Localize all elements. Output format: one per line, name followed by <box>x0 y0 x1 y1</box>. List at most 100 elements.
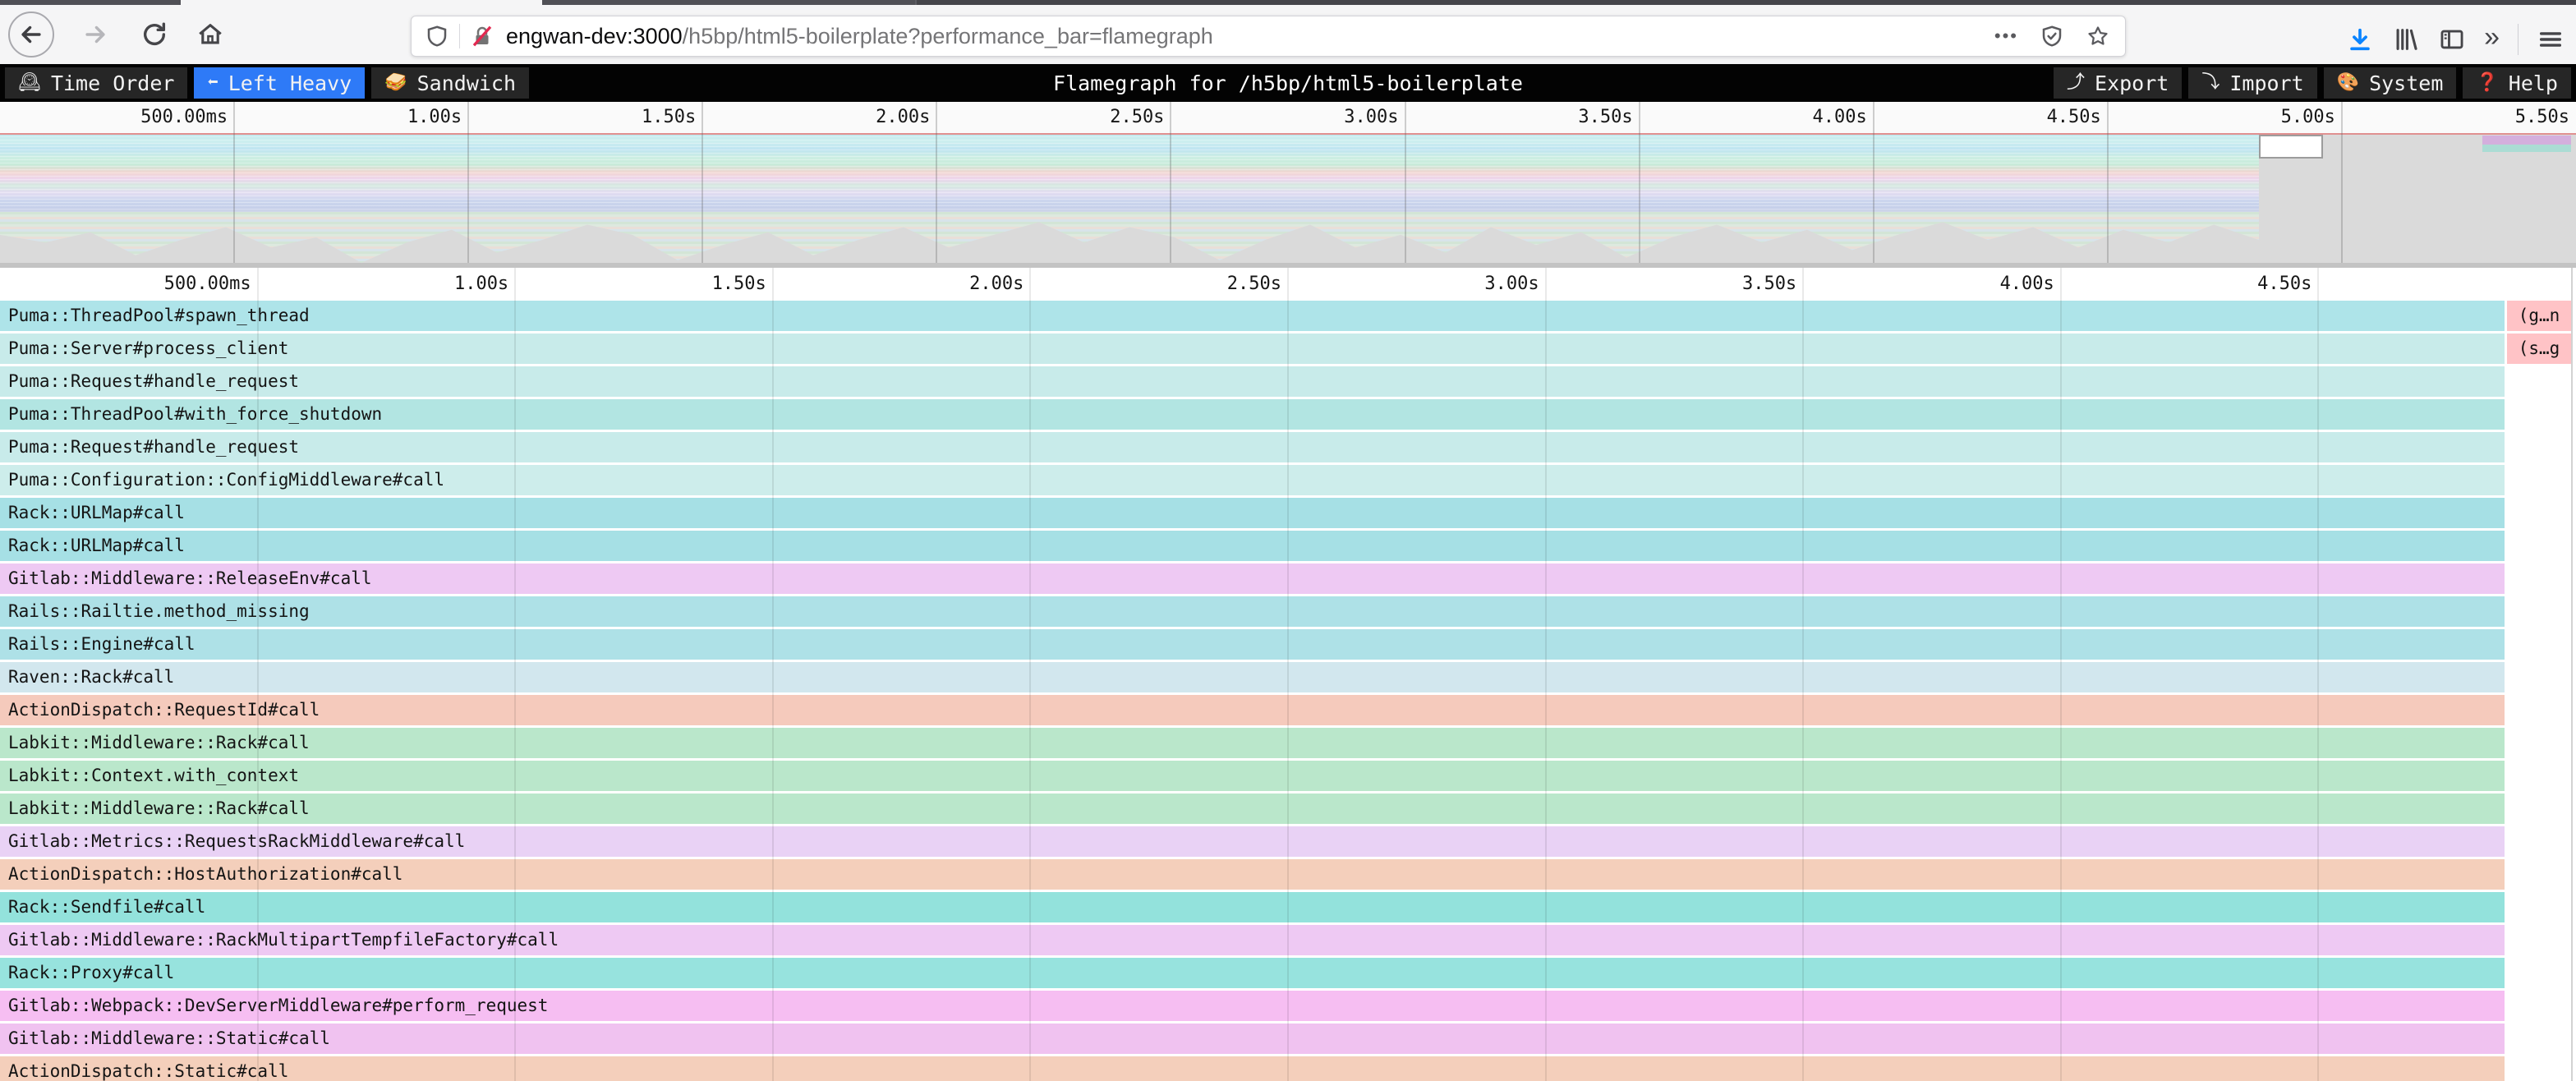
tab-strip-right <box>915 0 2576 5</box>
flame-frame[interactable]: Gitlab::Webpack::DevServerMiddleware#per… <box>0 991 2505 1021</box>
minimap-divider <box>0 263 2576 268</box>
forward-button[interactable] <box>72 12 118 58</box>
action-button-label: Help <box>2508 71 2558 95</box>
flame-frame[interactable]: Labkit::Middleware::Rack#call <box>0 728 2505 758</box>
flame-frame[interactable]: Puma::ThreadPool#spawn_thread <box>0 301 2505 331</box>
minimap-viewport[interactable] <box>2259 135 2323 159</box>
action-button-label: Export <box>2095 71 2169 95</box>
flame-frame[interactable]: Gitlab::Middleware::Static#call <box>0 1024 2505 1054</box>
scrollbar-track[interactable] <box>2571 268 2573 1081</box>
url-text[interactable]: engwan-dev:3000/h5bp/html5-boilerplate?p… <box>506 24 1213 49</box>
tick-label: 5.50s <box>2514 107 2569 127</box>
flame-frame-small[interactable]: (g…n <box>2507 301 2571 331</box>
flame-frame[interactable]: ActionDispatch::Static#call <box>0 1056 2505 1081</box>
tick-label: 2.50s <box>1110 107 1165 127</box>
shield-check-icon[interactable] <box>2040 24 2064 48</box>
tick-label: 3.50s <box>1578 107 1633 127</box>
flamegraph-main-view[interactable]: 500.00ms 1.00s 1.50s 2.00s 2.50s 3.00s 3.50s 4.… <box>0 268 2576 1081</box>
flame-frame[interactable]: Gitlab::Metrics::RequestsRackMiddleware#… <box>0 826 2505 857</box>
action-button-export[interactable]: ⤴ Export <box>2054 67 2183 99</box>
flame-frame[interactable]: Puma::Server#process_client <box>0 334 2505 364</box>
minimap-right-frame-a <box>2482 136 2571 145</box>
active-tab-top <box>181 0 542 5</box>
tracking-protection-shield-icon[interactable] <box>425 24 449 48</box>
insecure-lock-icon[interactable] <box>470 24 494 48</box>
import-icon: ⤵ <box>2201 72 2220 93</box>
flame-frame[interactable]: ActionDispatch::HostAuthorization#call <box>0 859 2505 890</box>
flamegraph-toolbar: Flamegraph for /h5bp/html5-boilerplate 🕰… <box>0 64 2576 102</box>
downloads-icon[interactable] <box>2346 25 2374 53</box>
flame-frame[interactable]: Puma::Request#handle_request <box>0 432 2505 462</box>
tick-label: 500.00ms <box>140 107 228 127</box>
url-bar[interactable]: engwan-dev:3000/h5bp/html5-boilerplate?p… <box>411 16 2126 57</box>
view-tab-label: Sandwich <box>416 71 517 95</box>
tick-label: 2.50s <box>1226 274 1281 294</box>
action-button-import[interactable]: ⤵ Import <box>2188 67 2317 99</box>
flame-frame[interactable]: Gitlab::Middleware::RackMultipartTempfil… <box>0 925 2505 955</box>
tick-label: 2.00s <box>969 274 1024 294</box>
flame-frame[interactable]: Labkit::Context.with_context <box>0 761 2505 791</box>
library-icon[interactable] <box>2392 25 2420 53</box>
flame-frame[interactable]: Puma::ThreadPool#with_force_shutdown <box>0 399 2505 430</box>
view-tabs: 🕰 Time Order ⬅ Left Heavy 🥪 Sandwich <box>5 67 530 99</box>
bookmark-star-icon[interactable] <box>2086 24 2110 48</box>
left-arrow-icon: ⬅ <box>207 72 218 93</box>
sandwich-icon: 🥪 <box>384 72 407 93</box>
flame-frame[interactable]: ActionDispatch::RequestId#call <box>0 695 2505 725</box>
tick-label: 4.50s <box>2046 107 2101 127</box>
home-icon <box>199 24 222 44</box>
flame-frame[interactable]: Rails::Railtie.method_missing <box>0 596 2505 627</box>
reload-icon <box>143 22 166 45</box>
browser-toolbar: engwan-dev:3000/h5bp/html5-boilerplate?p… <box>0 5 2576 64</box>
browser-tab-strip <box>0 0 2576 5</box>
tick-label: 1.50s <box>711 274 766 294</box>
tick-label: 1.00s <box>407 107 462 127</box>
action-button-label: Import <box>2229 71 2304 95</box>
minimap-flame-texture <box>0 133 2259 212</box>
tick-label: 2.00s <box>876 107 931 127</box>
tick-label: 1.00s <box>453 274 509 294</box>
flame-frame[interactable]: Raven::Rack#call <box>0 662 2505 692</box>
flame-frame[interactable]: Rack::Sendfile#call <box>0 892 2505 922</box>
minimap[interactable] <box>0 133 2576 263</box>
reload-button[interactable] <box>131 12 177 58</box>
flame-frame-small[interactable]: (s…g <box>2507 334 2571 364</box>
main-time-axis: 500.00ms 1.00s 1.50s 2.00s 2.50s 3.00s 3.50s 4.… <box>0 268 2576 301</box>
tick-label: 3.50s <box>1741 274 1797 294</box>
forward-arrow-icon <box>85 25 105 44</box>
clock-icon: 🕰 <box>18 72 41 93</box>
back-arrow-icon <box>21 25 41 44</box>
help-icon: ❓ <box>2476 72 2499 93</box>
action-button-system[interactable]: 🎨 System <box>2323 67 2457 99</box>
flame-frame[interactable]: Rack::Proxy#call <box>0 958 2505 988</box>
minimap-top-line <box>0 133 2576 135</box>
sidebar-icon[interactable] <box>2438 25 2466 53</box>
palette-icon: 🎨 <box>2336 72 2360 93</box>
view-tab-time-order[interactable]: 🕰 Time Order <box>5 67 188 99</box>
flame-frame[interactable]: Rack::URLMap#call <box>0 498 2505 528</box>
flame-frame[interactable]: Rails::Engine#call <box>0 629 2505 660</box>
flame-frame[interactable]: Puma::Configuration::ConfigMiddleware#ca… <box>0 465 2505 495</box>
hamburger-menu-icon[interactable] <box>2537 25 2564 53</box>
view-tab-left-heavy[interactable]: ⬅ Left Heavy <box>194 67 366 99</box>
flame-frame[interactable]: Labkit::Middleware::Rack#call <box>0 794 2505 824</box>
back-button[interactable] <box>8 12 54 58</box>
url-host: engwan-dev:3000 <box>506 23 683 48</box>
url-path: /h5bp/html5-boilerplate?performance_bar=… <box>682 23 1213 48</box>
tick-label: 4.00s <box>1812 107 1867 127</box>
page-actions-icon[interactable]: ••• <box>1994 25 2018 46</box>
flame-frame[interactable]: Gitlab::Middleware::ReleaseEnv#call <box>0 564 2505 594</box>
flame-frame[interactable]: Puma::Request#handle_request <box>0 366 2505 397</box>
tick-label: 5.00s <box>2280 107 2335 127</box>
toolbar-actions: ⤴ Export ⤵ Import 🎨 System ❓ Help <box>2054 67 2571 99</box>
flame-frame[interactable]: Rack::URLMap#call <box>0 531 2505 561</box>
action-button-help[interactable]: ❓ Help <box>2463 67 2571 99</box>
view-tab-label: Time Order <box>50 71 175 95</box>
action-button-label: System <box>2369 71 2444 95</box>
overflow-chevrons-icon[interactable]: » <box>2484 21 2500 53</box>
home-button[interactable] <box>187 12 233 58</box>
tick-label: 4.50s <box>2257 274 2312 294</box>
tick-label: 3.00s <box>1484 274 1539 294</box>
tick-label: 1.50s <box>642 107 697 127</box>
view-tab-sandwich[interactable]: 🥪 Sandwich <box>371 67 530 99</box>
